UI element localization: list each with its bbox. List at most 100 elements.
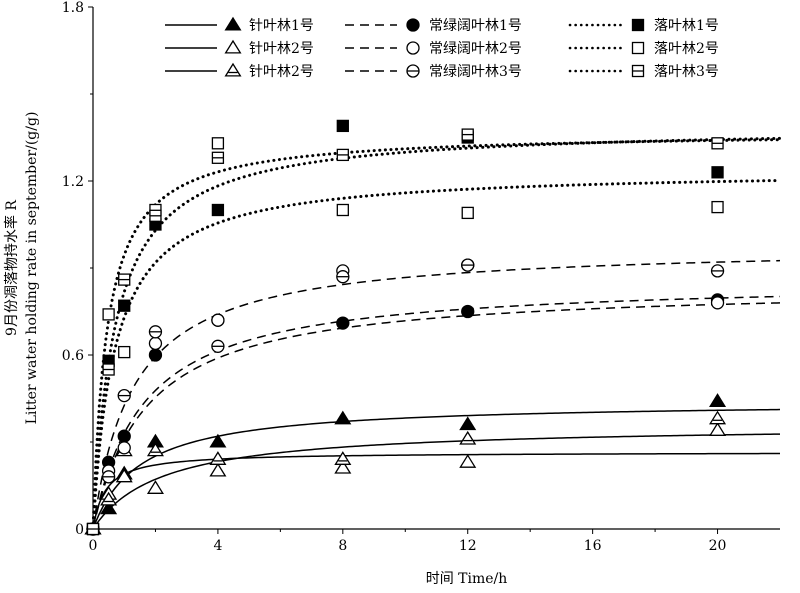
x-tick-label: 8 bbox=[338, 538, 347, 554]
legend-marker bbox=[224, 39, 242, 54]
data-point bbox=[149, 209, 162, 222]
data-point bbox=[336, 316, 350, 330]
data-point bbox=[86, 522, 100, 536]
legend-marker bbox=[631, 18, 645, 32]
data-point bbox=[115, 468, 133, 483]
data-point bbox=[461, 304, 475, 319]
data-point bbox=[459, 430, 477, 445]
data-point bbox=[117, 441, 131, 455]
data-point bbox=[711, 137, 724, 150]
y-axis-label-line1: 9月份凋落物持水率 R bbox=[3, 200, 20, 336]
legend-item: 针叶林1号 bbox=[165, 16, 314, 34]
fit-curve-1 bbox=[92, 408, 781, 530]
fit-curves bbox=[91, 136, 782, 531]
data-point bbox=[118, 299, 131, 312]
legend-marker bbox=[406, 41, 420, 55]
legend-marker bbox=[224, 62, 242, 77]
y-tick-label: 0.6 bbox=[62, 348, 84, 364]
data-point bbox=[711, 166, 724, 179]
data-point bbox=[709, 422, 727, 436]
data-point bbox=[117, 429, 131, 443]
data-point bbox=[148, 348, 163, 362]
legend-marker bbox=[406, 18, 420, 32]
x-tick-label: 12 bbox=[459, 538, 477, 554]
data-point bbox=[100, 500, 118, 515]
data-point bbox=[211, 203, 225, 217]
legend-marker bbox=[631, 41, 645, 55]
data-point bbox=[461, 258, 475, 272]
data-point bbox=[334, 459, 352, 474]
data-point bbox=[209, 451, 227, 465]
fit-curve-5 bbox=[92, 302, 781, 530]
legend-label: 落叶林2号 bbox=[654, 41, 719, 57]
fit-curve-9 bbox=[91, 138, 782, 531]
data-point bbox=[100, 491, 118, 506]
data-point bbox=[459, 416, 477, 431]
data-point bbox=[211, 151, 225, 164]
x-tick-label: 4 bbox=[213, 538, 222, 554]
x-tick-label: 0 bbox=[89, 538, 98, 554]
data-point bbox=[211, 313, 225, 327]
x-tick-label: 16 bbox=[584, 538, 602, 554]
fit-curve-8 bbox=[91, 136, 782, 531]
data-point bbox=[336, 270, 350, 284]
legend-marker bbox=[224, 16, 242, 31]
fit-curve-7 bbox=[91, 178, 782, 531]
data-points bbox=[84, 119, 727, 536]
data-point bbox=[710, 264, 725, 278]
y-tick-label: 1.2 bbox=[62, 174, 84, 190]
data-point bbox=[461, 128, 474, 141]
axes: 0 4 8 12 16 20 0 0.6 1.2 1.8 bbox=[62, 0, 780, 554]
legend: 针叶林1号针叶林2号针叶林2号常绿阔叶林1号常绿阔叶林2号常绿阔叶林3号落叶林1… bbox=[165, 16, 719, 80]
y-tick-label: 0 bbox=[75, 522, 84, 538]
legend-item: 落叶林1号 bbox=[568, 18, 719, 34]
legend-label: 落叶林1号 bbox=[654, 18, 719, 34]
data-point bbox=[211, 339, 225, 353]
fit-curve-2 bbox=[92, 433, 781, 530]
legend-label: 针叶林2号 bbox=[249, 64, 314, 80]
data-point bbox=[334, 451, 352, 465]
legend-label: 常绿阔叶林1号 bbox=[429, 18, 522, 34]
data-point bbox=[709, 393, 727, 407]
legend-label: 针叶林1号 bbox=[249, 18, 314, 34]
data-point bbox=[709, 410, 727, 425]
data-point bbox=[117, 388, 131, 403]
fit-curve-4 bbox=[92, 295, 781, 530]
data-point bbox=[209, 462, 227, 477]
data-point bbox=[334, 410, 352, 425]
legend-item: 常绿阔叶林2号 bbox=[345, 41, 522, 57]
legend-marker bbox=[406, 64, 420, 78]
data-point bbox=[336, 148, 349, 162]
legend-label: 常绿阔叶林3号 bbox=[429, 64, 522, 80]
y-axis-label-line2: Litter water holding rate in september/(… bbox=[24, 112, 40, 425]
data-point bbox=[459, 454, 477, 468]
data-point bbox=[148, 336, 163, 351]
x-axis-label: 时间 Time/h bbox=[426, 571, 508, 587]
data-point bbox=[461, 206, 474, 220]
legend-label: 针叶林2号 bbox=[249, 41, 314, 57]
data-point bbox=[102, 363, 115, 376]
legend-item: 针叶林2号 bbox=[165, 62, 314, 80]
data-point bbox=[336, 203, 349, 217]
data-point bbox=[118, 345, 131, 359]
x-tick-label: 20 bbox=[709, 538, 727, 554]
fit-curve-3 bbox=[92, 452, 781, 530]
data-point bbox=[146, 480, 164, 494]
fit-curve-6 bbox=[92, 259, 781, 530]
y-tick-label: 1.8 bbox=[62, 0, 84, 16]
legend-label: 落叶林3号 bbox=[654, 64, 719, 80]
data-point bbox=[336, 119, 349, 133]
legend-item: 落叶林3号 bbox=[568, 64, 719, 80]
data-point bbox=[118, 273, 131, 286]
data-point bbox=[710, 296, 725, 310]
legend-item: 落叶林2号 bbox=[568, 41, 719, 57]
legend-item: 常绿阔叶林1号 bbox=[345, 18, 522, 34]
data-point bbox=[148, 325, 163, 339]
legend-label: 常绿阔叶林2号 bbox=[429, 41, 522, 57]
data-point bbox=[711, 200, 724, 214]
data-point bbox=[211, 137, 225, 150]
data-point bbox=[101, 470, 116, 484]
data-point bbox=[102, 308, 115, 321]
legend-item: 针叶林2号 bbox=[165, 39, 314, 57]
